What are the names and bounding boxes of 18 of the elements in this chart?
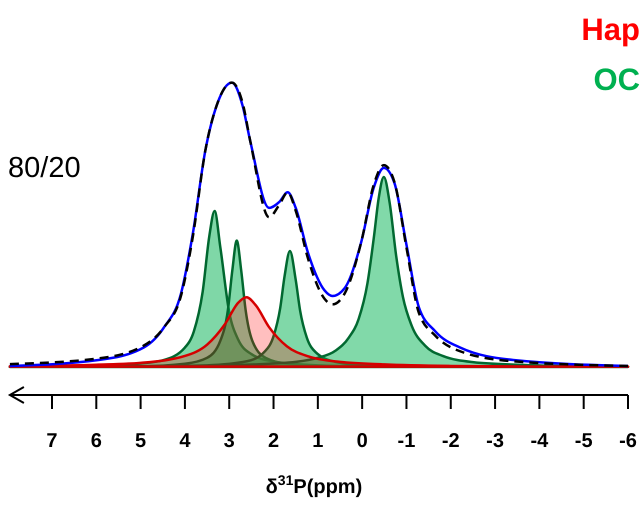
x-tick-label: 4 bbox=[179, 430, 192, 452]
x-tick-label: 5 bbox=[135, 430, 146, 452]
x-tick-label: 2 bbox=[268, 430, 280, 452]
annotation: 80/20 bbox=[8, 152, 81, 184]
x-tick-label: -4 bbox=[530, 430, 550, 452]
x-tick-label: -5 bbox=[574, 430, 593, 452]
text: OC bbox=[594, 62, 640, 97]
x-axis-title: δ$^{31}$P(ppm) bbox=[266, 472, 362, 498]
x-tick-label: 7 bbox=[46, 430, 58, 452]
x-tick-label: -2 bbox=[442, 430, 460, 452]
x-tick-label: -1 bbox=[398, 430, 416, 452]
x-tick-label: 3 bbox=[224, 430, 235, 452]
x-tick-label: -6 bbox=[619, 430, 637, 452]
x-tick-label: 6 bbox=[90, 430, 102, 452]
x-tick-label: 0 bbox=[356, 430, 368, 452]
text: Hap bbox=[581, 12, 640, 47]
x-tick-label: -3 bbox=[486, 430, 504, 452]
x-tick-label: 1 bbox=[312, 430, 324, 452]
